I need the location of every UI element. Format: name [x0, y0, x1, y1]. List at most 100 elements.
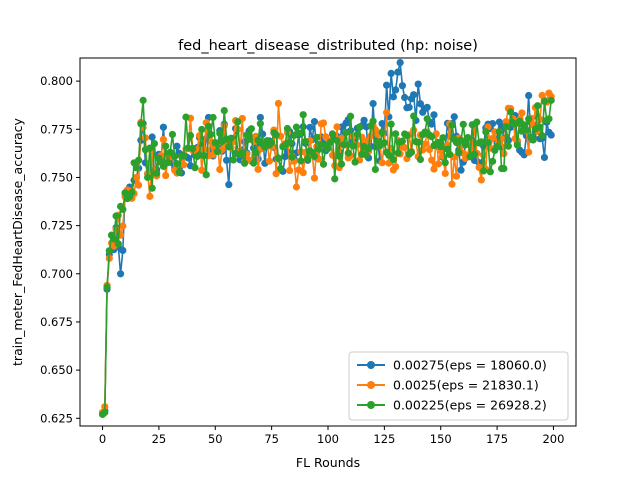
- legend: 0.00275(eps = 18060.0) 0.0025(eps = 21830…: [348, 351, 569, 421]
- data-point: [394, 149, 402, 157]
- data-point: [383, 81, 391, 89]
- data-point: [401, 93, 409, 102]
- data-point: [326, 138, 334, 146]
- legend-marker: [367, 361, 375, 369]
- data-point: [441, 159, 449, 167]
- data-point: [202, 171, 210, 179]
- data-point: [360, 116, 368, 124]
- data-point: [392, 163, 400, 171]
- y-tick-label: 0.775: [40, 122, 73, 136]
- data-point: [139, 96, 147, 104]
- data-point: [461, 141, 470, 149]
- data-point: [385, 151, 393, 159]
- data-point: [101, 408, 109, 417]
- data-point: [171, 153, 179, 161]
- data-point: [274, 99, 282, 108]
- data-point: [430, 111, 438, 119]
- data-point: [144, 173, 152, 182]
- data-point: [495, 118, 503, 126]
- data-point: [547, 96, 555, 104]
- data-point: [105, 247, 113, 255]
- data-point: [222, 156, 231, 164]
- data-point: [392, 130, 400, 138]
- data-point: [200, 152, 208, 160]
- data-point: [401, 143, 409, 152]
- x-axis: 0 25 50 75 100 125 150 175 200: [99, 426, 564, 446]
- legend-box: [348, 351, 569, 421]
- data-point: [225, 143, 233, 151]
- data-point: [268, 139, 276, 147]
- data-point: [502, 117, 510, 126]
- data-point: [405, 103, 413, 111]
- data-point: [204, 122, 213, 130]
- data-point: [470, 150, 479, 158]
- data-point: [216, 165, 224, 174]
- data-point: [364, 145, 373, 153]
- data-point: [186, 131, 195, 140]
- data-point: [387, 69, 395, 78]
- data-point: [333, 137, 341, 145]
- data-point: [423, 115, 431, 123]
- data-point: [331, 175, 339, 183]
- data-point: [500, 164, 508, 173]
- data-point: [369, 100, 377, 108]
- data-point: [114, 240, 122, 248]
- x-tick-label: 50: [208, 432, 223, 446]
- data-point: [301, 137, 310, 146]
- data-point: [380, 139, 388, 147]
- data-point: [502, 123, 510, 131]
- data-point: [310, 174, 319, 182]
- data-point: [378, 159, 386, 167]
- data-point: [398, 82, 406, 90]
- data-point: [240, 159, 249, 167]
- data-point: [119, 246, 127, 255]
- data-point: [477, 138, 485, 146]
- y-tick-label: 0.675: [40, 315, 73, 329]
- legend-label: 0.00225(eps = 26928.2): [393, 398, 547, 413]
- data-point: [484, 138, 492, 147]
- data-point: [369, 117, 377, 125]
- data-point: [507, 108, 515, 116]
- data-point: [234, 118, 242, 126]
- x-tick-label: 25: [152, 432, 167, 446]
- data-point: [437, 143, 445, 151]
- data-point: [135, 181, 143, 189]
- data-point: [396, 58, 404, 67]
- data-point: [518, 109, 526, 117]
- data-point: [322, 133, 330, 141]
- data-point: [416, 155, 425, 164]
- x-tick-label: 150: [430, 432, 452, 446]
- data-point: [389, 155, 397, 164]
- data-point: [252, 149, 260, 157]
- data-point: [265, 157, 273, 165]
- data-point: [324, 144, 332, 153]
- data-point: [392, 86, 400, 94]
- y-tick-label: 0.725: [40, 219, 73, 233]
- y-axis: 0.625 0.650 0.675 0.700 0.725 0.750 0.775 0.800: [40, 74, 80, 425]
- data-point: [457, 166, 465, 174]
- data-point: [495, 128, 503, 136]
- data-point: [166, 148, 174, 157]
- x-tick-label: 200: [542, 432, 564, 446]
- data-point: [414, 80, 422, 88]
- data-point: [216, 129, 224, 137]
- data-point: [540, 97, 549, 105]
- data-point: [430, 165, 438, 173]
- data-point: [525, 115, 533, 123]
- data-point: [227, 134, 235, 142]
- data-point: [254, 165, 262, 173]
- data-point: [448, 121, 456, 129]
- data-point: [209, 113, 217, 122]
- data-point: [545, 115, 553, 123]
- data-point: [407, 148, 416, 156]
- data-point: [175, 168, 183, 176]
- data-point: [349, 142, 357, 150]
- data-point: [473, 118, 481, 126]
- data-point: [383, 108, 391, 117]
- data-point: [328, 130, 337, 138]
- data-point: [371, 165, 379, 174]
- data-point: [259, 130, 267, 138]
- data-point: [310, 118, 319, 126]
